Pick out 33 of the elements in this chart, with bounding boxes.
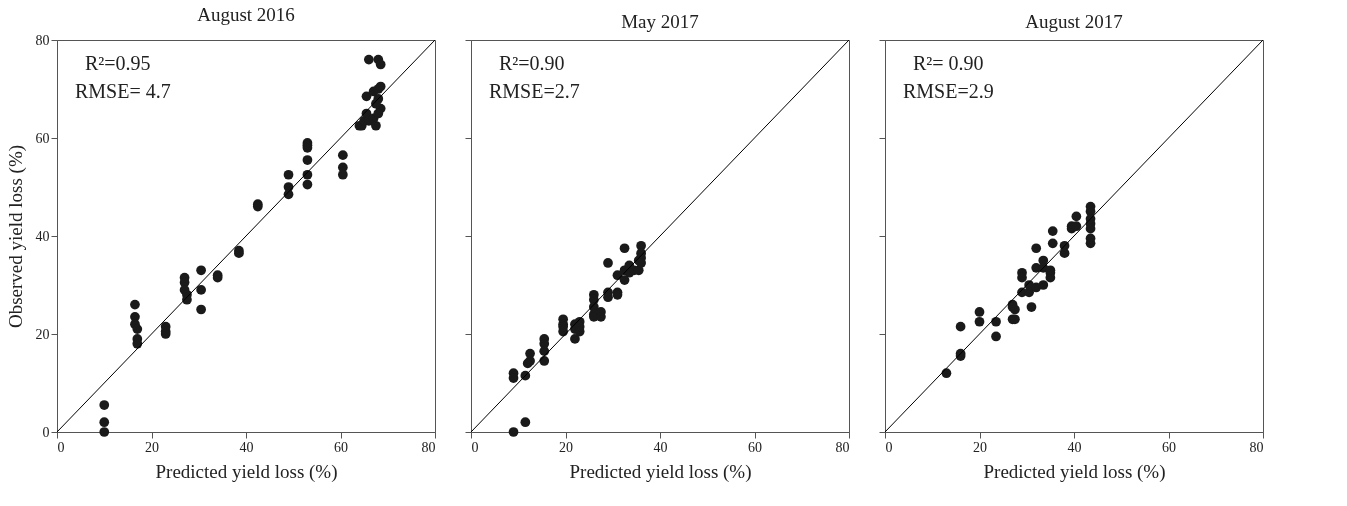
y-tick-label: 20 <box>35 326 50 342</box>
x-tick-label: 60 <box>334 439 348 455</box>
annotation: RMSE=2.7 <box>489 80 580 102</box>
y-tick-label: 60 <box>35 130 50 146</box>
x-axis-title: Predicted yield loss (%) <box>569 460 752 483</box>
x-tick-label: 80 <box>1249 439 1264 455</box>
x-tick-label: 80 <box>835 439 850 455</box>
y-tick-label: 80 <box>35 32 50 48</box>
annotation: R²=0.90 <box>499 52 565 74</box>
x-tick-label: 60 <box>1162 439 1176 455</box>
x-tick-label: 20 <box>559 439 573 455</box>
y-tick-label: 40 <box>35 228 50 244</box>
x-axis-title: Predicted yield loss (%) <box>155 460 338 483</box>
x-tick-label: 0 <box>885 439 893 455</box>
x-tick-label: 20 <box>145 439 159 455</box>
chart-title: May 2017 <box>621 10 699 32</box>
annotation: R²= 0.90 <box>913 52 984 74</box>
x-tick-label: 0 <box>57 439 65 455</box>
x-tick-label: 0 <box>471 439 479 455</box>
chart-title: August 2016 <box>197 4 295 25</box>
x-tick-label: 40 <box>239 439 254 455</box>
x-tick-label: 60 <box>748 439 762 455</box>
y-axis-title: Observed yield loss (%) <box>4 144 27 329</box>
x-tick-label: 40 <box>1067 439 1082 455</box>
x-tick-label: 40 <box>653 439 668 455</box>
chart-title: August 2017 <box>1025 10 1123 32</box>
x-tick-label: 20 <box>973 439 987 455</box>
annotation: R²=0.95 <box>85 52 151 74</box>
y-tick-label: 0 <box>42 424 50 440</box>
annotation: RMSE= 4.7 <box>75 80 171 102</box>
x-axis-title: Predicted yield loss (%) <box>983 460 1166 483</box>
annotation: RMSE=2.9 <box>903 80 994 102</box>
x-tick-label: 80 <box>421 439 436 455</box>
